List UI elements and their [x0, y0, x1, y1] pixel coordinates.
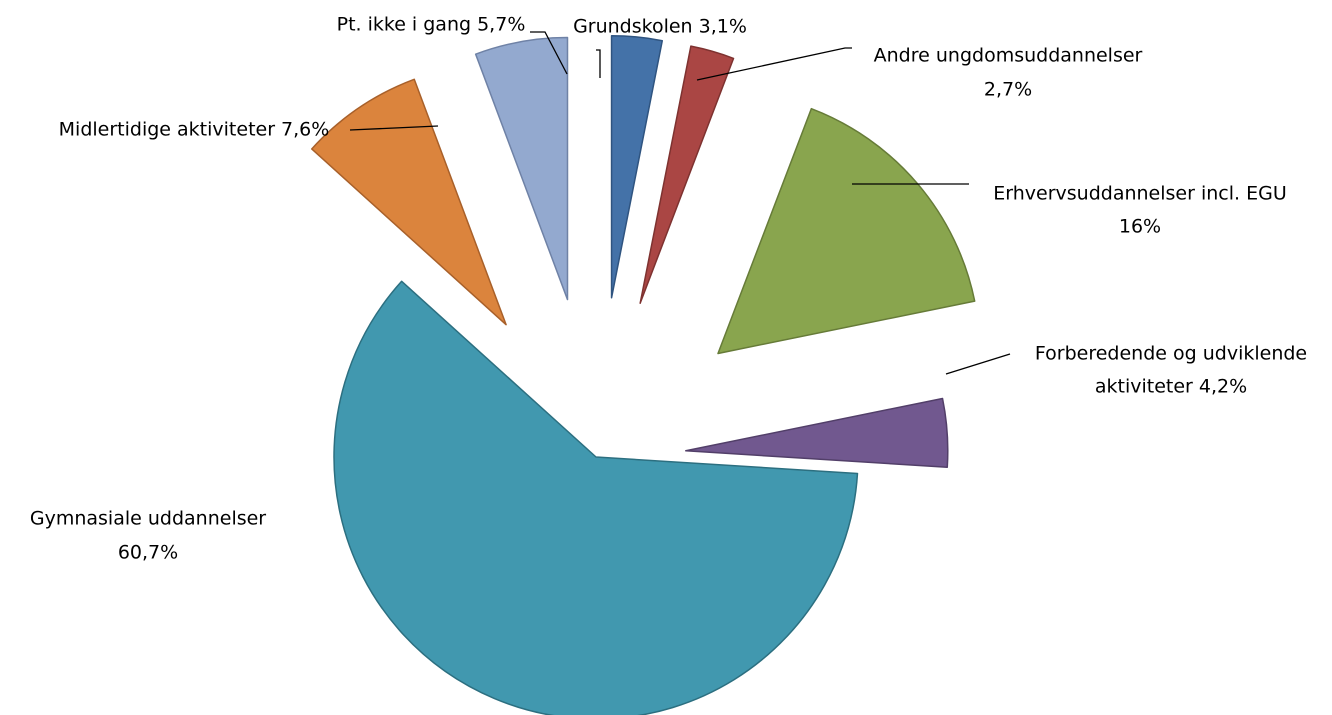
- leader-line-midlertidige-aktiviteter: [349, 125, 439, 131]
- data-label-forberedende-og-udviklende-aktiviteter: Forberedende og udviklende: [1035, 343, 1307, 365]
- data-label-gymnasiale-uddannelser: 60,7%: [118, 542, 178, 564]
- leader-line-andre-ungdomsuddannelser: [696, 47, 852, 81]
- leader-line-pt-ikke-i-gang: [530, 31, 568, 75]
- pie-slice-gymnasiale-uddannelser: [333, 280, 859, 715]
- pie-slice-midlertidige-aktiviteter: [310, 78, 507, 326]
- leader-lines: [349, 31, 1011, 375]
- data-label-forberedende-og-udviklende-aktiviteter: aktiviteter 4,2%: [1095, 376, 1247, 398]
- data-label-gymnasiale-uddannelser: Gymnasiale uddannelser: [30, 508, 266, 530]
- data-labels: Grundskolen 3,1% Andre ungdomsuddannelser…: [30, 14, 1307, 564]
- leader-line-forberedende-og-udviklende-aktiviteter: [945, 353, 1011, 375]
- pie-slice-grundskolen: [610, 35, 664, 299]
- data-label-grundskolen: Grundskolen 3,1%: [573, 16, 747, 38]
- pie-slice-forberedende-og-udviklende-aktiviteter: [685, 397, 949, 468]
- data-label-pt-ikke-i-gang: Pt. ikke i gang 5,7%: [337, 14, 526, 36]
- leader-line-grundskolen: [596, 49, 601, 78]
- pie-slices: [310, 35, 976, 715]
- pie-slice-pt-ikke-i-gang: [474, 36, 569, 301]
- pie-slice-andre-ungdomsuddannelser: [639, 45, 735, 304]
- data-label-andre-ungdomsuddannelser: Andre ungdomsuddannelser: [874, 45, 1143, 67]
- data-label-andre-ungdomsuddannelser: 2,7%: [984, 79, 1032, 101]
- pie-slice-erhvervsuddannelser-incl-egu: [717, 107, 976, 355]
- data-label-erhvervsuddannelser-incl-egu: Erhvervsuddannelser incl. EGU: [993, 183, 1286, 205]
- data-label-erhvervsuddannelser-incl-egu: 16%: [1119, 216, 1161, 238]
- data-label-midlertidige-aktiviteter: Midlertidige aktiviteter 7,6%: [59, 119, 330, 141]
